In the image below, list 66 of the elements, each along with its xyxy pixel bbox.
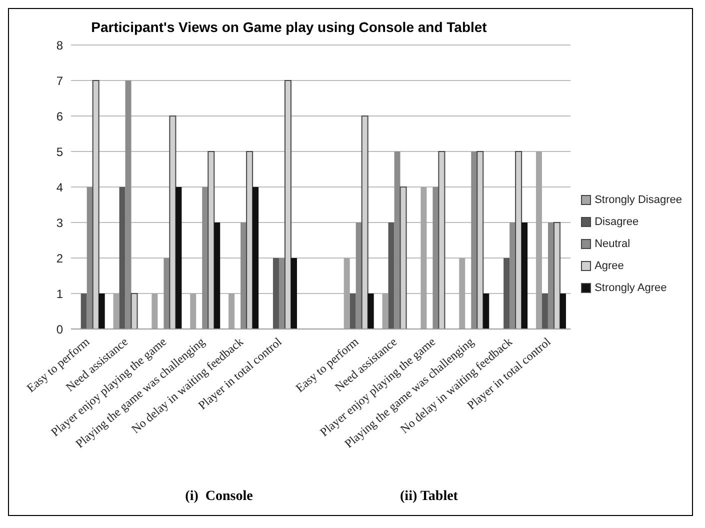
y-tick-label: 3 xyxy=(56,216,64,230)
y-tick-label: 7 xyxy=(56,74,64,88)
bar xyxy=(80,294,87,329)
bar xyxy=(125,80,132,329)
legend-label: Neutral xyxy=(594,237,630,252)
bar xyxy=(542,294,548,329)
bar xyxy=(164,258,170,329)
bar xyxy=(119,187,126,329)
bar xyxy=(228,294,235,329)
bar xyxy=(344,258,350,329)
bar xyxy=(388,222,394,329)
bar xyxy=(214,222,220,329)
bar xyxy=(382,294,388,329)
text: (i) Console xyxy=(184,489,254,505)
bar xyxy=(459,258,466,329)
y-tick-label: 2 xyxy=(56,251,64,266)
bar xyxy=(169,116,176,329)
bar xyxy=(368,294,374,329)
bar xyxy=(130,293,138,329)
bar xyxy=(476,151,484,329)
bar xyxy=(208,151,215,329)
bar xyxy=(240,222,247,329)
bar xyxy=(510,222,516,329)
bar xyxy=(394,152,400,329)
bar xyxy=(252,187,259,329)
legend-label: Disagree xyxy=(594,215,639,230)
bar xyxy=(356,222,362,329)
bar xyxy=(113,294,120,329)
bar xyxy=(278,258,285,329)
bar xyxy=(246,151,254,329)
y-tick-label: 1 xyxy=(56,286,64,301)
bar xyxy=(400,186,407,329)
bar xyxy=(98,294,105,329)
bar xyxy=(361,116,368,329)
y-tick-label: 8 xyxy=(56,38,64,52)
bar xyxy=(350,294,356,329)
bar xyxy=(420,187,427,329)
bar xyxy=(553,222,560,329)
chart-title: Participant's Views on Game play using Console and Tablet xyxy=(90,19,488,35)
bar xyxy=(432,187,439,329)
bar xyxy=(522,222,528,329)
bar xyxy=(92,80,100,329)
bar xyxy=(515,151,522,329)
bar xyxy=(272,258,279,329)
bar xyxy=(560,294,566,329)
bar xyxy=(548,222,554,329)
bar xyxy=(152,294,158,329)
bar xyxy=(86,187,93,329)
bar xyxy=(202,187,208,329)
legend-label: Strongly Disagree xyxy=(594,193,682,208)
y-tick-label: 6 xyxy=(56,109,64,124)
bar xyxy=(483,294,490,329)
bar xyxy=(438,151,446,329)
bar xyxy=(284,80,292,329)
legend-label: Agree xyxy=(594,259,624,274)
y-tick-label: 5 xyxy=(56,144,64,159)
bar xyxy=(190,294,196,329)
bar xyxy=(290,258,297,329)
y-tick-label: 0 xyxy=(56,322,64,336)
y-tick-label: 4 xyxy=(56,180,64,194)
bar xyxy=(471,152,478,329)
bar xyxy=(536,152,542,329)
legend-label: Strongly Agree xyxy=(594,281,667,296)
bar xyxy=(176,187,182,329)
bar xyxy=(504,258,510,329)
text: (ii) Tablet xyxy=(399,489,459,505)
